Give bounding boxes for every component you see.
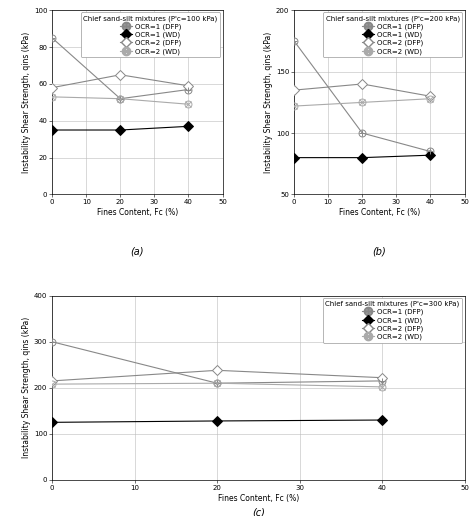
X-axis label: Fines Content, Fc (%): Fines Content, Fc (%) bbox=[218, 493, 299, 503]
X-axis label: Fines Content, Fc (%): Fines Content, Fc (%) bbox=[339, 208, 420, 217]
Y-axis label: Instability Shear Strength, qins (kPa): Instability Shear Strength, qins (kPa) bbox=[22, 32, 31, 173]
Y-axis label: Instability Shear Strength, qins (kPa): Instability Shear Strength, qins (kPa) bbox=[264, 32, 273, 173]
Legend: OCR=1 (DFP), OCR=1 (WD), OCR=2 (DFP), OCR=2 (WD): OCR=1 (DFP), OCR=1 (WD), OCR=2 (DFP), OC… bbox=[323, 298, 463, 343]
Legend: OCR=1 (DFP), OCR=1 (WD), OCR=2 (DFP), OCR=2 (WD): OCR=1 (DFP), OCR=1 (WD), OCR=2 (DFP), OC… bbox=[81, 12, 220, 57]
Text: (a): (a) bbox=[131, 246, 144, 256]
Text: (c): (c) bbox=[252, 508, 265, 516]
X-axis label: Fines Content, Fc (%): Fines Content, Fc (%) bbox=[97, 208, 178, 217]
Text: (b): (b) bbox=[373, 246, 386, 256]
Y-axis label: Instability Shear Strength, qins (kPa): Instability Shear Strength, qins (kPa) bbox=[22, 317, 31, 458]
Legend: OCR=1 (DFP), OCR=1 (WD), OCR=2 (DFP), OCR=2 (WD): OCR=1 (DFP), OCR=1 (WD), OCR=2 (DFP), OC… bbox=[323, 12, 463, 57]
